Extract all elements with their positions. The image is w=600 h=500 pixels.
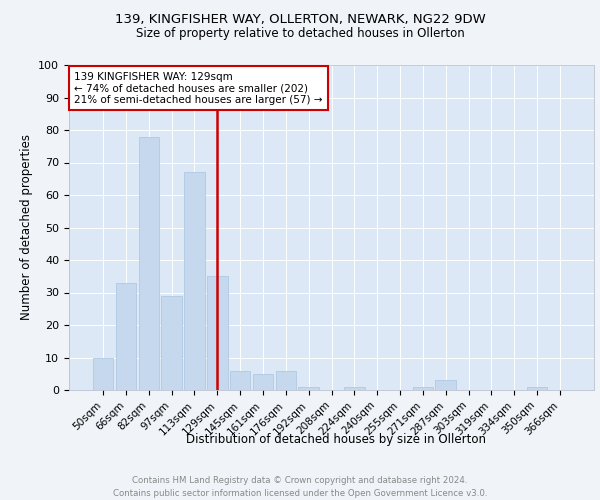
Bar (253, 374, 273, 390)
Bar (207, 276, 227, 390)
Bar (161, 296, 182, 390)
Text: Distribution of detached houses by size in Ollerton: Distribution of detached houses by size … (186, 432, 486, 446)
Bar (413, 387, 433, 390)
Bar (527, 387, 547, 390)
Bar (344, 387, 365, 390)
Text: Size of property relative to detached houses in Ollerton: Size of property relative to detached ho… (136, 28, 464, 40)
Bar (93, 358, 113, 390)
Text: 139, KINGFISHER WAY, OLLERTON, NEWARK, NG22 9DW: 139, KINGFISHER WAY, OLLERTON, NEWARK, N… (115, 12, 485, 26)
Bar (184, 172, 205, 390)
Text: Contains HM Land Registry data © Crown copyright and database right 2024.
Contai: Contains HM Land Registry data © Crown c… (113, 476, 487, 498)
Bar (436, 380, 456, 390)
Bar (116, 283, 136, 390)
Y-axis label: Number of detached properties: Number of detached properties (20, 134, 33, 320)
Bar (275, 370, 296, 390)
Text: 139 KINGFISHER WAY: 129sqm
← 74% of detached houses are smaller (202)
21% of sem: 139 KINGFISHER WAY: 129sqm ← 74% of deta… (74, 72, 323, 104)
Bar (298, 387, 319, 390)
Bar (139, 136, 159, 390)
Bar (230, 370, 250, 390)
